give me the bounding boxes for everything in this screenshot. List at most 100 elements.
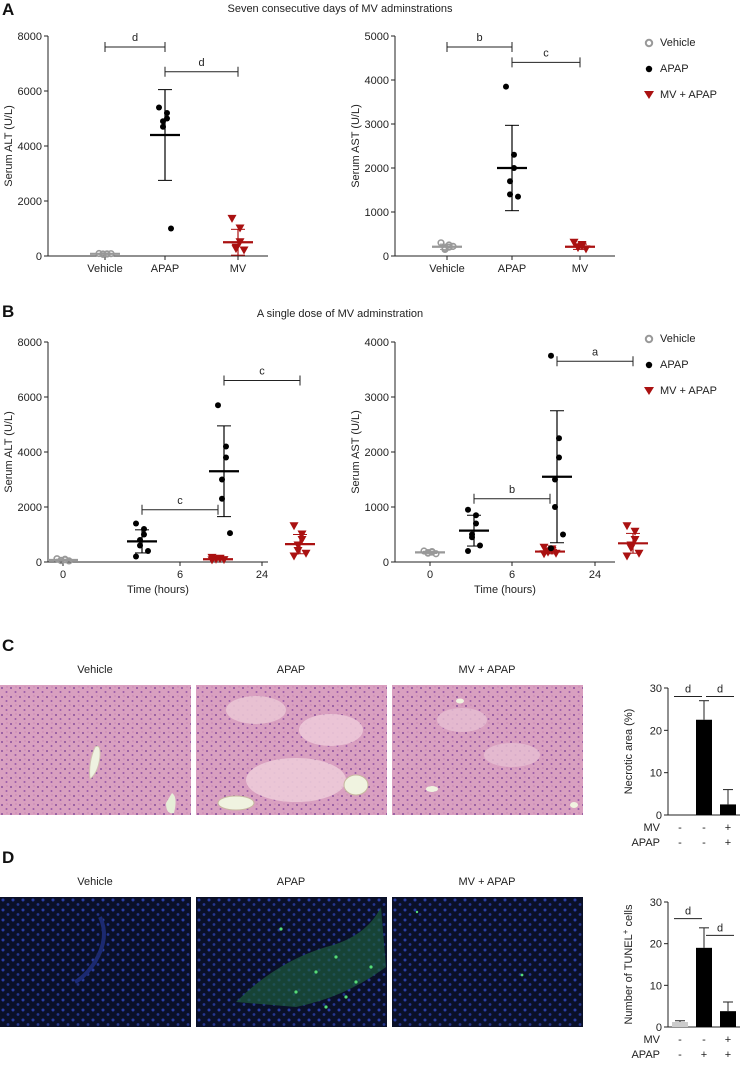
- triangle-down-marker-icon: [638, 90, 660, 100]
- y-tick-label: 2000: [365, 447, 389, 459]
- treatment-row-label: APAP: [631, 837, 660, 849]
- y-tick-label: 0: [656, 1022, 662, 1034]
- data-point: [437, 239, 445, 247]
- significance-bracket: d: [674, 683, 702, 697]
- significance-label: d: [685, 683, 691, 695]
- treatment-row-label: MV: [644, 822, 661, 834]
- data-group: [150, 89, 180, 232]
- data-point: [622, 552, 632, 561]
- y-axis-label: Serum AST (U/L): [350, 410, 362, 494]
- significance-label: b: [476, 32, 482, 44]
- y-tick-label: 10: [650, 980, 662, 992]
- x-tick-label: 24: [256, 569, 268, 581]
- data-point: [569, 238, 579, 247]
- x-tick-label: 0: [60, 569, 66, 581]
- treatment-sign: +: [725, 1034, 731, 1046]
- data-point: [168, 225, 174, 232]
- data-group: [415, 547, 445, 558]
- y-tick-label: 8000: [18, 337, 42, 349]
- significance-bracket: d: [164, 57, 239, 77]
- treatment-sign: +: [725, 822, 731, 834]
- panel-letter-a: A: [2, 0, 15, 19]
- data-point: [515, 193, 521, 200]
- significance-bracket: b: [473, 484, 551, 504]
- panel-letter-b: B: [2, 302, 15, 321]
- treatment-sign: -: [678, 822, 682, 834]
- significance-label: d: [198, 57, 204, 69]
- x-tick-label: 0: [427, 569, 433, 581]
- data-point: [548, 352, 554, 359]
- y-tick-label: 10: [650, 768, 662, 780]
- y-axis-label: Necrotic area (%): [623, 709, 635, 795]
- data-point: [634, 549, 644, 558]
- legend-item-mv-apap: MV + APAP: [638, 378, 717, 404]
- y-axis-label: Serum AST (U/L): [350, 104, 362, 188]
- y-tick-label: 30: [650, 897, 662, 909]
- he-label-apap: APAP: [276, 664, 306, 676]
- data-group: [497, 83, 527, 212]
- y-axis-label: Number of TUNEL+ cells: [621, 904, 636, 1025]
- legend-item-mv-apap: MV + APAP: [638, 82, 717, 108]
- y-tick-label: 0: [656, 810, 662, 822]
- treatment-sign: +: [725, 1049, 731, 1061]
- legend-a: Vehicle APAP MV + APAP: [638, 30, 717, 108]
- data-point: [465, 506, 471, 513]
- data-group: [209, 402, 239, 537]
- data-point: [477, 542, 483, 549]
- open-circle-marker-icon: [638, 38, 660, 48]
- data-point: [622, 522, 632, 531]
- x-tick-label: APAP: [498, 263, 527, 275]
- y-tick-label: 4000: [18, 141, 42, 153]
- open-circle-marker-icon: [638, 334, 660, 344]
- legend-item-vehicle: Vehicle: [638, 326, 717, 352]
- treatment-sign: -: [678, 837, 682, 849]
- y-tick-label: 2000: [365, 163, 389, 175]
- legend-item-apap: APAP: [638, 352, 717, 378]
- legend-item-apap: APAP: [638, 56, 717, 82]
- data-point: [465, 548, 471, 554]
- y-axis-label-suffix: cells: [623, 904, 635, 930]
- y-tick-label: 4000: [365, 75, 389, 87]
- he-image-mv-apap: [392, 685, 583, 815]
- x-tick-label: 6: [177, 569, 183, 581]
- treatment-sign: -: [678, 1049, 682, 1061]
- y-tick-label: 2000: [18, 502, 42, 514]
- bar: [720, 804, 736, 815]
- legend-label: MV + APAP: [660, 89, 717, 101]
- data-point: [156, 104, 162, 111]
- y-tick-label: 0: [36, 557, 42, 569]
- x-axis-label: Time (hours): [127, 584, 189, 596]
- significance-bracket: d: [706, 683, 734, 697]
- significance-bracket: d: [104, 32, 166, 52]
- data-group: [459, 506, 489, 554]
- treatment-sign: -: [702, 1034, 706, 1046]
- significance-label: a: [592, 346, 599, 358]
- treatment-sign: +: [725, 837, 731, 849]
- legend-label: APAP: [660, 359, 689, 371]
- y-tick-label: 6000: [18, 392, 42, 404]
- legend-label: APAP: [660, 63, 689, 75]
- bar: [672, 1022, 688, 1027]
- data-point: [289, 522, 299, 531]
- data-group: [223, 214, 253, 256]
- y-tick-label: 0: [383, 251, 389, 263]
- section-title-a: Seven consecutive days of MV adminstrati…: [227, 3, 453, 15]
- tunel-image-mv-apap: [392, 897, 583, 1027]
- data-point: [227, 214, 237, 223]
- significance-bracket: a: [556, 346, 634, 367]
- data-point: [235, 224, 245, 233]
- panel-letter-d: D: [2, 848, 15, 867]
- he-image-apap: [196, 685, 387, 815]
- data-point: [630, 527, 640, 536]
- x-tick-label: MV: [572, 263, 589, 275]
- he-label-vehicle: Vehicle: [77, 664, 113, 676]
- y-tick-label: 30: [650, 683, 662, 695]
- y-tick-label: 8000: [18, 31, 42, 43]
- significance-bracket: c: [223, 366, 301, 386]
- data-point: [239, 246, 249, 255]
- y-tick-label: 2000: [18, 196, 42, 208]
- significance-label: d: [132, 32, 138, 44]
- tunel-label-vehicle: Vehicle: [77, 876, 113, 888]
- data-group: [48, 555, 78, 565]
- x-tick-label: MV: [230, 263, 247, 275]
